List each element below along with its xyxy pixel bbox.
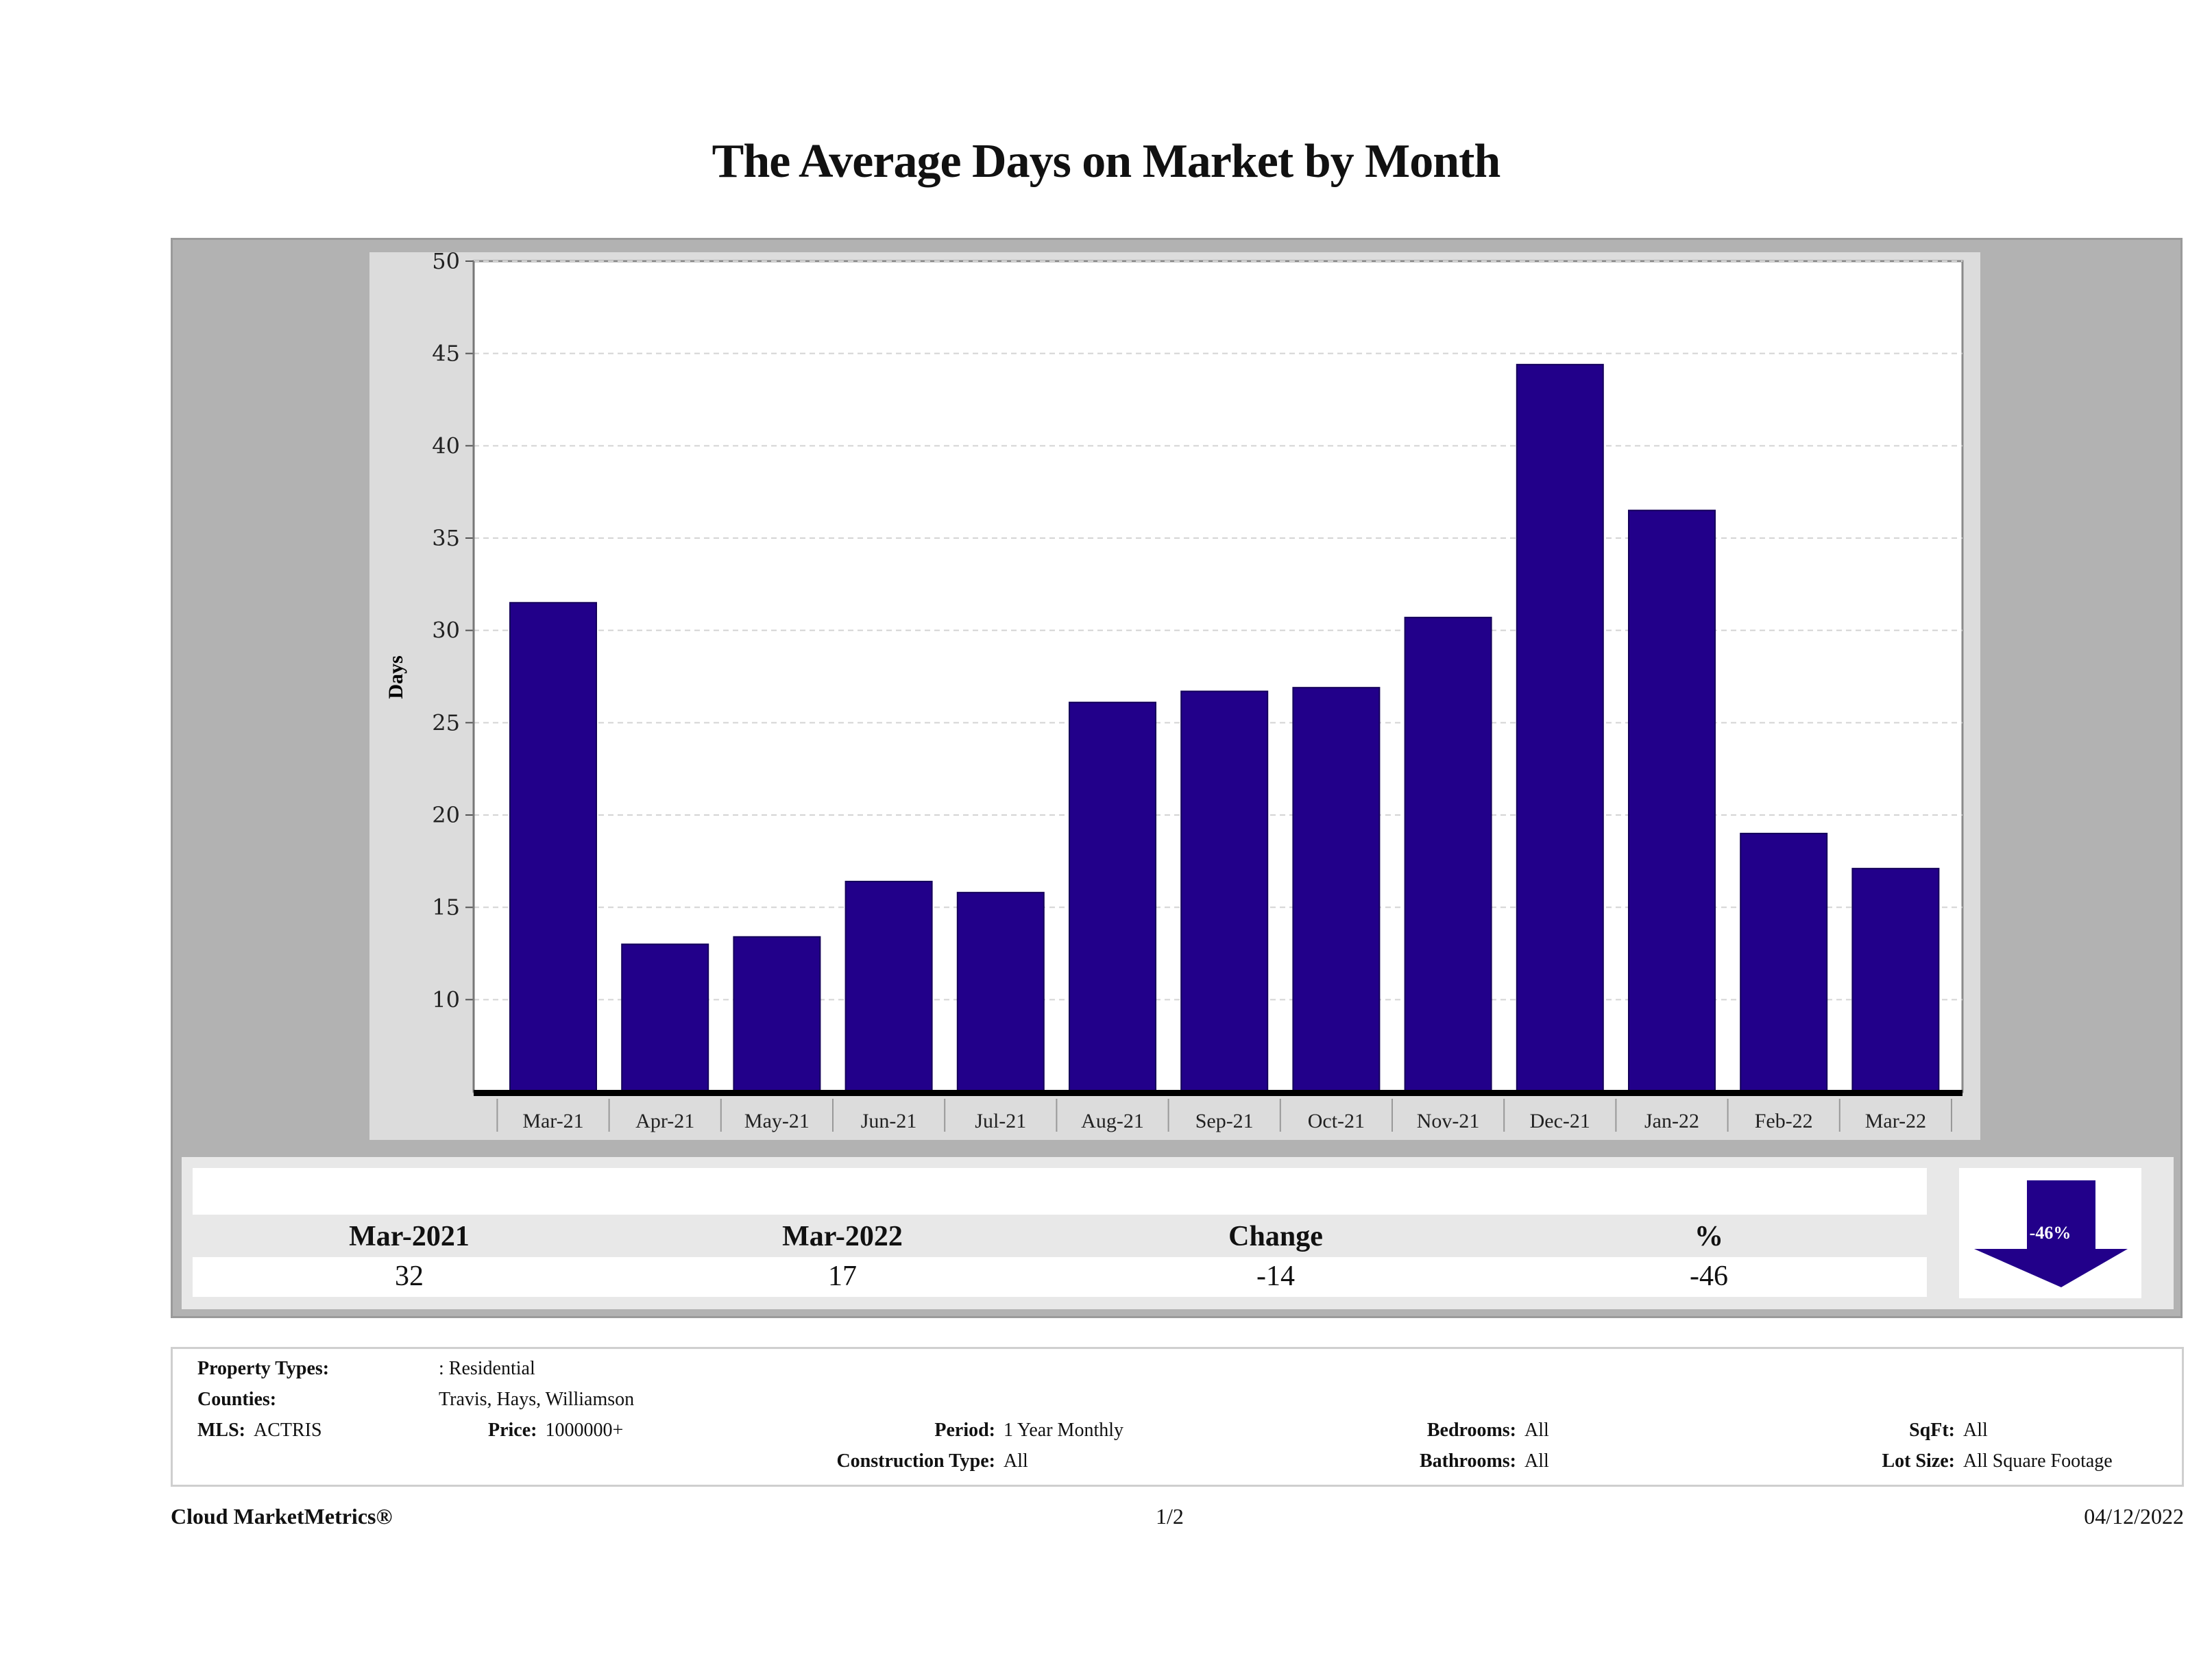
x-tick-label: Mar-22 bbox=[1865, 1110, 1926, 1132]
y-tick-label: 45 bbox=[432, 341, 460, 367]
down-arrow-icon bbox=[1974, 1180, 2128, 1287]
y-tick-label: 15 bbox=[432, 895, 460, 921]
property-types-value: : Residential bbox=[439, 1358, 535, 1379]
bathrooms-value: All bbox=[1524, 1450, 1549, 1472]
summary-value-change: -14 bbox=[1256, 1261, 1295, 1292]
y-tick-label: 50 bbox=[432, 252, 460, 274]
bar-may-21 bbox=[733, 936, 821, 1093]
bar-mar-22 bbox=[1851, 868, 1940, 1093]
bar-dec-21 bbox=[1516, 363, 1604, 1093]
x-tick-label: Jan-22 bbox=[1644, 1110, 1699, 1132]
y-tick-label: 30 bbox=[432, 618, 460, 644]
bedrooms-value: All bbox=[1524, 1420, 1549, 1441]
x-tick-label: Jul-21 bbox=[975, 1110, 1026, 1132]
price-value: 1000000+ bbox=[545, 1420, 624, 1441]
summary-panel: Mar-2021 Mar-2022 Change % 32 17 -14 -46… bbox=[182, 1157, 2174, 1309]
trend-indicator: -46% bbox=[1959, 1168, 2141, 1298]
mls-value: ACTRIS bbox=[254, 1420, 322, 1441]
construction-type-row: Construction Type: All bbox=[790, 1450, 1028, 1473]
summary-header-row: Mar-2021 Mar-2022 Change % bbox=[193, 1215, 1927, 1257]
bar-nov-21 bbox=[1404, 616, 1492, 1093]
lot-size-value: All Square Footage bbox=[1963, 1450, 2113, 1472]
x-tick-label: Feb-22 bbox=[1755, 1110, 1813, 1132]
summary-header-change: Change bbox=[1228, 1221, 1323, 1252]
summary-header-start: Mar-2021 bbox=[349, 1221, 470, 1252]
sqft-row: SqFt: All bbox=[1852, 1419, 1988, 1442]
bar-sep-21 bbox=[1180, 690, 1269, 1093]
x-tick-label: Nov-21 bbox=[1417, 1110, 1480, 1132]
mls-row: MLS: ACTRIS bbox=[197, 1419, 322, 1442]
x-tick-label: Aug-21 bbox=[1081, 1110, 1144, 1132]
x-tick-label: Oct-21 bbox=[1308, 1110, 1365, 1132]
sqft-value: All bbox=[1963, 1420, 1988, 1441]
bars bbox=[509, 363, 1940, 1093]
y-tick-label: 35 bbox=[432, 525, 460, 551]
y-tick-label: 10 bbox=[432, 986, 460, 1012]
x-axis-line bbox=[474, 1090, 1962, 1096]
price-label: Price: bbox=[488, 1420, 537, 1441]
property-types-row: Property Types: : Residential bbox=[197, 1357, 535, 1381]
summary-value-percent: -46 bbox=[1690, 1261, 1728, 1292]
construction-type-label: Construction Type: bbox=[836, 1450, 995, 1472]
bedrooms-row: Bedrooms: All bbox=[1379, 1419, 1549, 1442]
report-date: 04/12/2022 bbox=[2084, 1504, 2184, 1529]
lot-size-row: Lot Size: All Square Footage bbox=[1852, 1450, 2113, 1473]
bar-jun-21 bbox=[844, 880, 933, 1093]
sqft-label: SqFt: bbox=[1909, 1420, 1955, 1441]
report-filters: Property Types: : Residential Counties: … bbox=[171, 1347, 2184, 1487]
bar-jan-22 bbox=[1628, 509, 1716, 1093]
trend-percent-label: -46% bbox=[2029, 1223, 2071, 1243]
axes: 10 15 20 25 30 35 40 45 50 Mar-21 Apr-21 May-21 Jun-… bbox=[432, 252, 1962, 1132]
brand-name: Cloud MarketMetrics® bbox=[171, 1504, 393, 1529]
y-tick-label: 25 bbox=[432, 709, 460, 735]
period-row: Period: 1 Year Monthly bbox=[790, 1419, 1123, 1442]
bathrooms-label: Bathrooms: bbox=[1419, 1450, 1516, 1472]
counties-value: Travis, Hays, Williamson bbox=[439, 1389, 635, 1410]
summary-spacer bbox=[193, 1168, 1927, 1215]
page-number: 1/2 bbox=[1156, 1504, 1184, 1529]
bar-chart: 10 15 20 25 30 35 40 45 50 Mar-21 Apr-21 May-21 Jun-… bbox=[385, 252, 1964, 1132]
bar-oct-21 bbox=[1292, 687, 1381, 1093]
x-tick-label: Jun-21 bbox=[861, 1110, 917, 1132]
bedrooms-label: Bedrooms: bbox=[1426, 1420, 1516, 1441]
y-tick-label: 40 bbox=[432, 433, 460, 459]
summary-header-percent: % bbox=[1694, 1221, 1723, 1252]
x-tick-label: Mar-21 bbox=[522, 1110, 583, 1132]
lot-size-label: Lot Size: bbox=[1882, 1450, 1955, 1472]
x-tick-label: Sep-21 bbox=[1195, 1110, 1254, 1132]
bar-feb-22 bbox=[1740, 832, 1828, 1093]
counties-label: Counties: bbox=[197, 1389, 277, 1410]
price-row: Price: 1000000+ bbox=[488, 1419, 623, 1442]
summary-header-end: Mar-2022 bbox=[782, 1221, 903, 1252]
period-label: Period: bbox=[934, 1420, 995, 1441]
bathrooms-row: Bathrooms: All bbox=[1379, 1450, 1549, 1473]
summary-value-end: 17 bbox=[828, 1261, 857, 1292]
x-tick-label: Apr-21 bbox=[635, 1110, 694, 1132]
bar-jul-21 bbox=[956, 892, 1045, 1093]
x-tick-label: May-21 bbox=[744, 1110, 810, 1132]
counties-row: Counties: Travis, Hays, Williamson bbox=[197, 1388, 634, 1411]
summary-value-row: 32 17 -14 -46 bbox=[193, 1257, 1927, 1297]
x-tick-label: Dec-21 bbox=[1530, 1110, 1590, 1132]
bar-apr-21 bbox=[621, 943, 709, 1093]
summary-value-start: 32 bbox=[395, 1261, 424, 1292]
property-types-label: Property Types: bbox=[197, 1358, 330, 1379]
bar-aug-21 bbox=[1069, 701, 1156, 1093]
page-title: The Average Days on Market by Month bbox=[712, 135, 1501, 188]
mls-label: MLS: bbox=[197, 1420, 245, 1441]
y-tick-label: 20 bbox=[432, 802, 460, 828]
construction-type-value: All bbox=[1004, 1450, 1028, 1472]
bar-mar-21 bbox=[509, 602, 597, 1093]
y-axis-label: Days bbox=[385, 655, 407, 698]
period-value: 1 Year Monthly bbox=[1004, 1420, 1124, 1441]
